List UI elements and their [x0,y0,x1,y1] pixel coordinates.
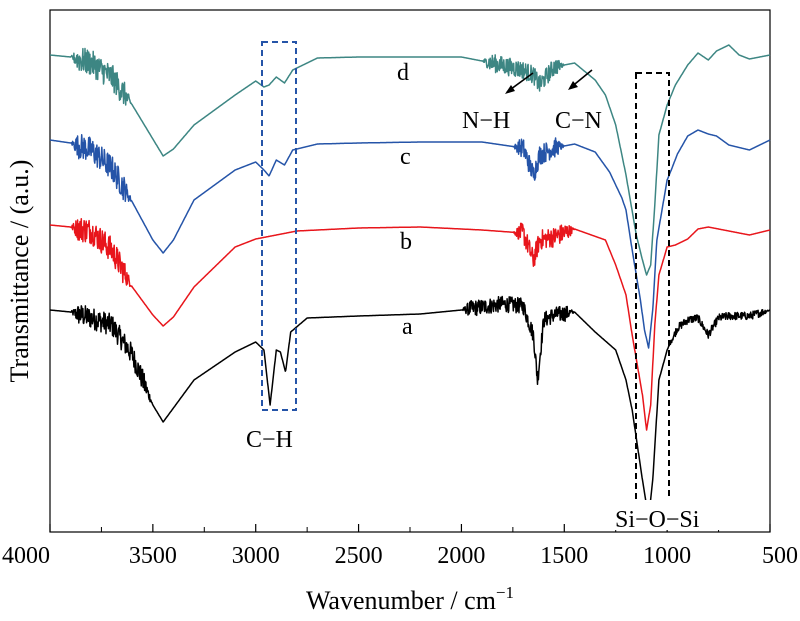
nh-label: N−H [462,108,510,134]
series-line-d [49,44,771,276]
cn-arrow-head [568,81,578,90]
x-axis-title: Wavenumber / cm−1 [306,583,514,615]
series-line-c [49,129,771,349]
x-tick-label: 1500 [540,543,588,569]
x-tick-label: 4000 [2,543,50,569]
ch-label: C−H [246,427,293,453]
x-tick-label: 3000 [232,543,280,569]
x-tick-label: 2000 [437,543,485,569]
sios-highlight-box [635,72,670,514]
series-tag-c: c [400,144,411,170]
x-axis-title-sup: −1 [496,583,514,602]
series-tag-b: b [400,229,412,255]
x-tick-label: 3500 [129,543,177,569]
x-axis-title-main: Wavenumber / cm [306,586,496,615]
plot-frame [49,9,771,533]
sios-label: Si−O−Si [615,507,700,533]
sios-label-bg [612,500,748,530]
x-tick-label: 1000 [643,543,691,569]
cn-label: C−N [555,108,602,134]
nh-arrow-head [505,85,515,94]
series-layer [49,44,771,519]
x-tick-label: 500 [762,543,798,569]
series-tag-a: a [402,314,413,340]
ch-highlight-box [261,41,297,411]
x-tick-label: 2500 [335,543,383,569]
series-tag-d: d [397,60,409,86]
x-tick-layer: 4000 3500 3000 2500 2000 1500 1000 500 [2,524,798,569]
y-axis-title: Transmittance / (a.u.) [5,160,34,383]
series-line-b [49,218,771,431]
